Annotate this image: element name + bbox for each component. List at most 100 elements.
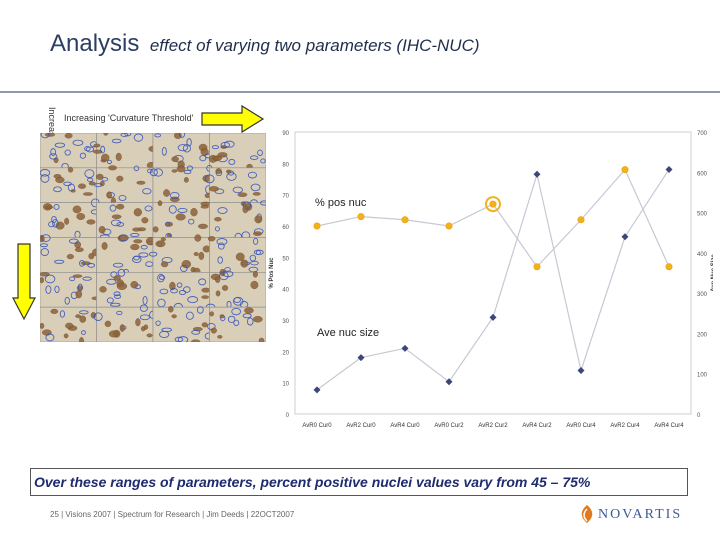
nucleus — [115, 152, 122, 161]
nucleus — [93, 143, 101, 148]
nucleus — [255, 250, 261, 256]
nucleus — [59, 310, 66, 318]
nucleus — [215, 168, 222, 175]
nucleus — [180, 264, 188, 272]
nucleus — [141, 217, 149, 224]
tissue-image-grid — [40, 133, 266, 342]
nucleus — [119, 324, 125, 332]
ave-nuc-point — [577, 366, 585, 374]
nucleus — [139, 304, 148, 312]
y2-tick-label: 0 — [697, 413, 701, 419]
nucleus — [242, 313, 252, 319]
y-tick-label: 10 — [282, 382, 289, 388]
nucleus — [250, 260, 259, 266]
nucleus — [217, 207, 228, 215]
nucleus — [101, 177, 109, 182]
nucleus — [80, 261, 91, 266]
nucleus — [116, 175, 124, 182]
nucleus — [247, 171, 258, 179]
nucleus — [130, 233, 140, 238]
nucleus — [133, 255, 140, 261]
nucleus — [111, 138, 122, 144]
nucleus — [106, 191, 113, 199]
nucleus — [90, 312, 97, 319]
novartis-wordmark: NOVARTIS — [598, 507, 683, 522]
nucleus — [75, 314, 81, 319]
nucleus — [45, 333, 55, 342]
nucleus — [202, 245, 211, 253]
nucleus — [233, 319, 240, 327]
nucleus — [160, 261, 169, 268]
tissue-tile — [148, 234, 211, 275]
nucleus — [104, 320, 112, 328]
pos-nuc-point — [577, 216, 585, 224]
nucleus — [48, 221, 55, 228]
nucleus — [118, 234, 129, 242]
nucleus — [237, 192, 248, 197]
nucleus — [193, 252, 199, 257]
y2-tick-label: 400 — [697, 252, 708, 258]
tissue-tile — [209, 200, 266, 242]
nucleus — [200, 204, 209, 209]
nucleus — [176, 282, 183, 288]
nucleus — [155, 240, 166, 248]
nucleus — [171, 156, 179, 162]
nucleus — [177, 144, 188, 152]
nucleus — [79, 310, 89, 315]
nucleus — [217, 152, 228, 158]
nucleus — [183, 169, 192, 175]
tissue-tile — [96, 202, 154, 239]
nucleus — [87, 177, 94, 182]
y-tick-label: 60 — [282, 225, 289, 231]
nucleus — [191, 339, 201, 342]
nucleus — [210, 327, 217, 334]
ave-nuc-point — [401, 344, 409, 352]
tissue-tile — [152, 305, 214, 342]
pos-nuc-point — [665, 263, 673, 271]
nucleus — [226, 172, 237, 181]
x-tick-label: AvR4 Cur4 — [654, 423, 684, 429]
nucleus — [106, 278, 117, 285]
pos-nuc-point — [401, 216, 409, 224]
ave-nuc-point — [357, 354, 365, 362]
nucleus — [92, 149, 103, 154]
x-tick-label: AvR0 Cur4 — [566, 423, 596, 429]
nucleus — [252, 237, 259, 245]
nucleus — [118, 194, 127, 201]
nucleus — [179, 133, 186, 138]
tissue-tile — [96, 268, 154, 308]
nucleus — [183, 286, 191, 293]
nucleus — [49, 153, 58, 160]
nucleus — [93, 312, 103, 321]
nucleus — [158, 275, 166, 280]
nucleus — [249, 155, 259, 160]
nucleus — [196, 306, 204, 314]
ave-nuc-point — [445, 378, 453, 386]
nucleus — [248, 266, 259, 273]
nucleus — [149, 168, 158, 177]
tissue-tile — [40, 234, 100, 273]
nucleus — [113, 275, 121, 281]
nucleus — [116, 203, 125, 210]
nucleus — [117, 268, 126, 277]
tissue-tile-bg — [96, 167, 154, 203]
pos-nuc-point — [445, 222, 453, 230]
nucleus — [114, 294, 122, 299]
nucleus — [176, 165, 186, 173]
nucleus — [44, 133, 56, 137]
nucleus — [254, 215, 263, 224]
tissue-tile — [204, 167, 266, 206]
nucleus — [101, 153, 110, 162]
nucleus — [54, 259, 65, 264]
nucleus — [168, 205, 177, 214]
nucleus — [100, 145, 106, 154]
nucleus — [53, 174, 62, 179]
nucleus — [53, 204, 60, 210]
nucleus — [70, 189, 76, 193]
pos-nuc-point — [357, 213, 365, 221]
nucleus — [217, 256, 223, 264]
nucleus — [40, 234, 45, 243]
nucleus — [219, 314, 225, 319]
nucleus — [138, 252, 149, 258]
tissue-tile — [96, 234, 156, 274]
